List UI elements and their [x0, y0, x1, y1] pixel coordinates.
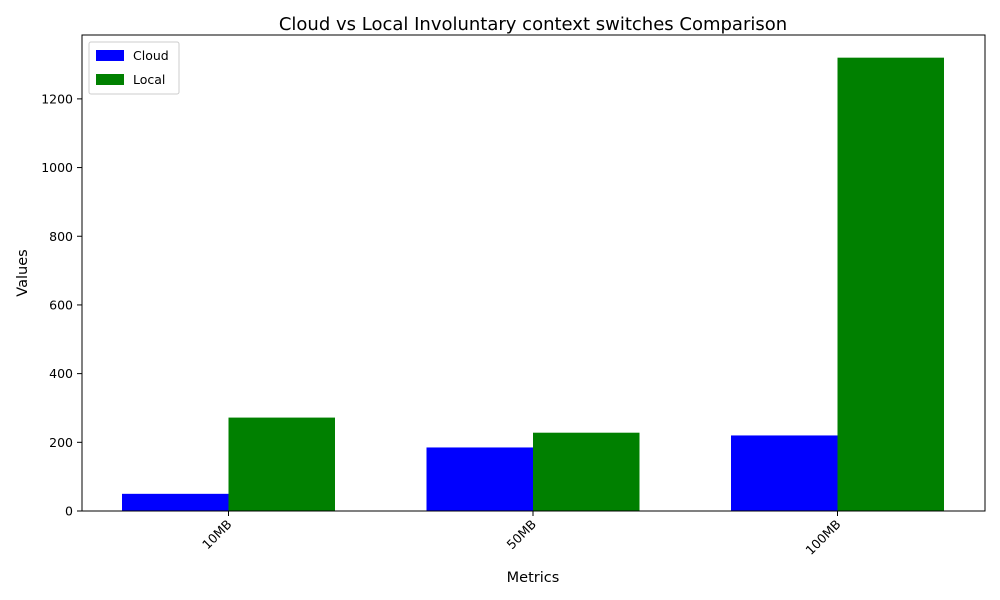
bar-local-50mb — [533, 432, 640, 511]
y-tick-label: 200 — [49, 435, 73, 450]
x-axis: 10MB 50MB 100MB — [199, 511, 844, 558]
y-tick-label: 600 — [49, 297, 73, 312]
y-tick-label: 400 — [49, 366, 73, 381]
y-tick-label: 1200 — [41, 91, 73, 106]
legend-label-cloud: Cloud — [133, 48, 169, 63]
legend-swatch-cloud — [96, 50, 124, 61]
legend-swatch-local — [96, 74, 124, 85]
y-axis: 0 200 400 600 800 1000 1200 — [41, 91, 82, 519]
legend-label-local: Local — [133, 72, 165, 87]
x-tick-label-10mb: 10MB — [199, 517, 235, 553]
bars-group — [122, 57, 944, 512]
y-tick-label: 800 — [49, 229, 73, 244]
y-tick-label: 0 — [65, 504, 73, 519]
y-tick-label: 1000 — [41, 160, 73, 175]
x-tick-label-50mb: 50MB — [504, 517, 540, 553]
legend: Cloud Local — [88, 41, 180, 95]
chart-title: Cloud vs Local Involuntary context switc… — [279, 14, 787, 35]
x-tick-label-100mb: 100MB — [802, 517, 843, 558]
x-axis-label: Metrics — [507, 570, 560, 586]
bar-local-100mb — [837, 57, 944, 512]
bar-cloud-50mb — [426, 447, 533, 511]
bar-cloud-10mb — [122, 493, 229, 511]
bar-local-10mb — [228, 417, 335, 511]
y-axis-label: Values — [15, 249, 31, 296]
bar-cloud-100mb — [731, 435, 838, 511]
